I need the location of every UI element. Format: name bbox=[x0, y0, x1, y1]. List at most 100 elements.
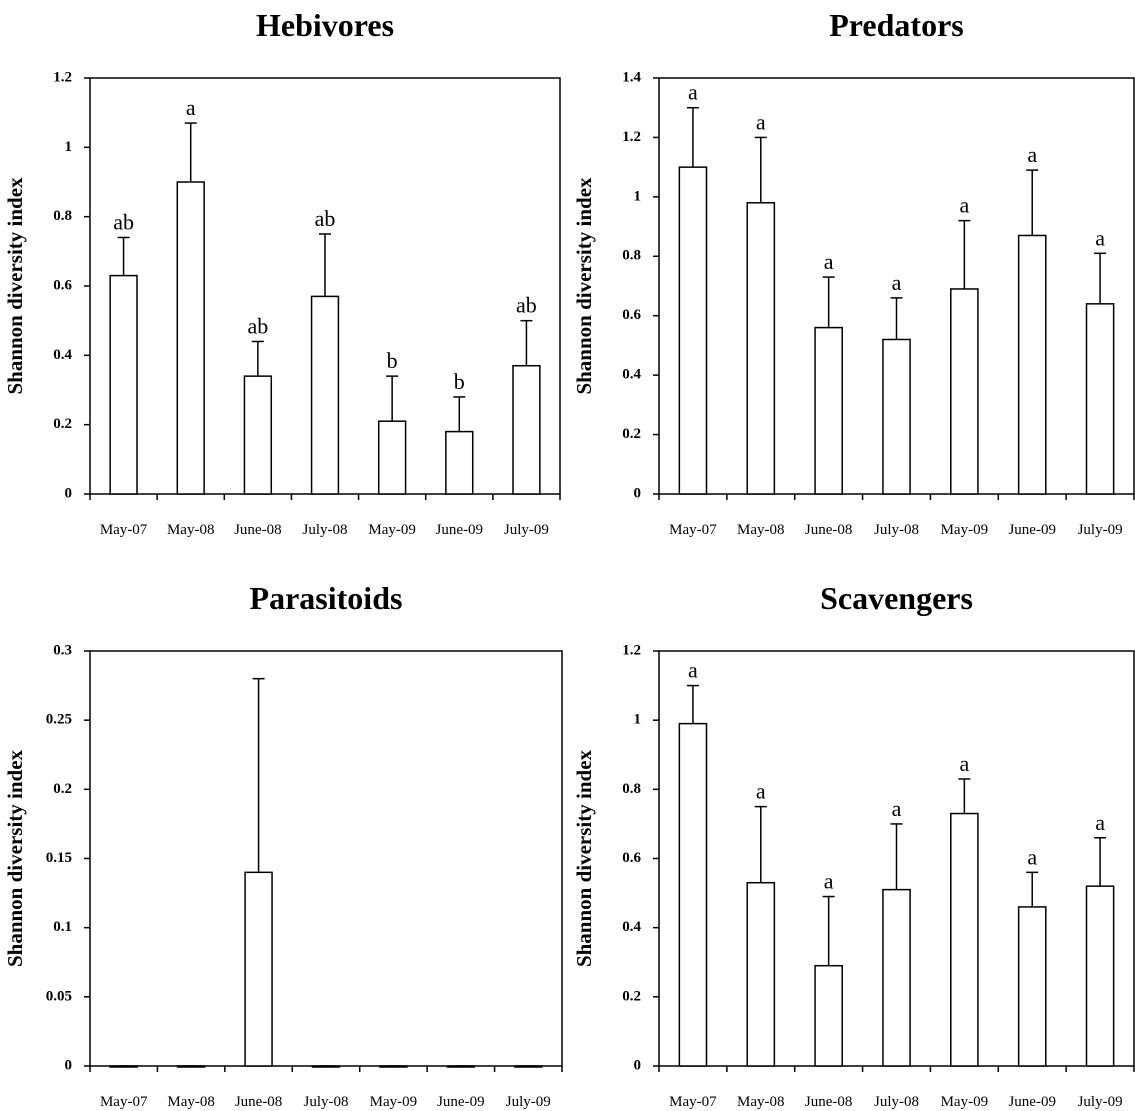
y-tick-label: 0.6 bbox=[53, 277, 72, 293]
error-bar bbox=[252, 677, 265, 873]
bar bbox=[882, 338, 911, 495]
error-bar bbox=[822, 895, 835, 966]
error-bar bbox=[184, 122, 197, 182]
significance-letter: a bbox=[1095, 225, 1105, 250]
chart-title: Scavengers bbox=[820, 580, 973, 616]
y-tick-label: 0 bbox=[65, 485, 73, 501]
x-tick-label: July-08 bbox=[303, 522, 348, 538]
significance-letter: a bbox=[1095, 810, 1105, 835]
significance-letter: a bbox=[959, 751, 969, 776]
y-tick-label: 0.6 bbox=[622, 850, 641, 866]
error-bar bbox=[686, 684, 699, 724]
y-tick-label: 1 bbox=[634, 188, 642, 204]
y-tick-label: 1.2 bbox=[622, 129, 641, 145]
x-tick-label: July-09 bbox=[504, 522, 549, 538]
x-tick-label: May-08 bbox=[167, 1094, 215, 1110]
x-tick-label: July-09 bbox=[1078, 1094, 1123, 1110]
y-tick-label: 0.4 bbox=[622, 367, 641, 383]
error-bar bbox=[117, 236, 130, 276]
x-tick-label: May-09 bbox=[370, 1094, 418, 1110]
error-bar bbox=[754, 136, 767, 203]
significance-letter: ab bbox=[315, 206, 336, 231]
y-tick-label: 1 bbox=[634, 712, 642, 728]
y-axis-label: Shannon diversity index bbox=[572, 749, 596, 967]
bar bbox=[512, 364, 541, 495]
bar bbox=[1017, 906, 1047, 1067]
bar bbox=[1085, 885, 1115, 1067]
significance-letter: a bbox=[688, 658, 698, 683]
bar bbox=[678, 722, 708, 1067]
bar bbox=[814, 326, 843, 495]
x-tick-label: May-07 bbox=[669, 1094, 717, 1110]
y-tick-label: 1 bbox=[65, 139, 73, 155]
bar bbox=[678, 166, 708, 495]
significance-letter: ab bbox=[516, 293, 537, 318]
bar bbox=[814, 964, 843, 1067]
y-tick-label: 1.4 bbox=[622, 69, 641, 85]
significance-letter: b bbox=[387, 348, 398, 373]
y-tick-label: 0 bbox=[634, 485, 642, 501]
error-bar bbox=[520, 319, 533, 366]
x-tick-label: May-09 bbox=[941, 1094, 989, 1110]
x-tick-label: June-08 bbox=[805, 522, 853, 538]
error-bar bbox=[251, 340, 264, 377]
y-axis-label: Shannon diversity index bbox=[3, 177, 27, 395]
significance-letter: a bbox=[824, 249, 834, 274]
y-tick-label: 1.2 bbox=[53, 69, 72, 85]
bar bbox=[109, 274, 138, 495]
y-tick-label: 0.3 bbox=[53, 642, 72, 658]
bar bbox=[1085, 303, 1115, 495]
error-bar bbox=[890, 297, 903, 340]
y-axis-label: Shannon diversity index bbox=[572, 177, 596, 395]
error-bar bbox=[1026, 169, 1039, 236]
y-tick-label: 0.6 bbox=[622, 307, 641, 323]
x-tick-label: May-08 bbox=[737, 1094, 785, 1110]
y-tick-label: 0.8 bbox=[53, 208, 72, 224]
x-tick-label: July-09 bbox=[506, 1094, 551, 1110]
bar bbox=[243, 375, 273, 495]
bar bbox=[746, 881, 776, 1067]
x-tick-label: May-09 bbox=[941, 522, 989, 538]
y-tick-label: 0.2 bbox=[53, 781, 72, 797]
y-tick-label: 0.4 bbox=[53, 347, 72, 363]
bar bbox=[310, 295, 340, 495]
x-tick-label: May-09 bbox=[368, 522, 416, 538]
x-tick-label: May-07 bbox=[100, 522, 148, 538]
x-tick-label: June-09 bbox=[437, 1094, 485, 1110]
y-tick-label: 0.2 bbox=[622, 988, 641, 1004]
x-tick-label: May-08 bbox=[737, 522, 785, 538]
bar bbox=[176, 181, 205, 495]
significance-letter: b bbox=[454, 369, 465, 394]
error-bar bbox=[686, 106, 699, 168]
significance-letter: a bbox=[1027, 844, 1037, 869]
significance-letter: ab bbox=[113, 209, 134, 234]
bar bbox=[1017, 234, 1047, 495]
error-bar bbox=[822, 276, 835, 328]
bar bbox=[746, 202, 776, 495]
x-tick-label: May-07 bbox=[669, 522, 717, 538]
plot-frame bbox=[89, 650, 563, 1067]
y-tick-label: 0.8 bbox=[622, 781, 641, 797]
y-tick-label: 0 bbox=[65, 1057, 73, 1073]
chart-title: Hebivores bbox=[256, 7, 394, 43]
x-tick-label: June-09 bbox=[1008, 522, 1056, 538]
x-tick-label: June-08 bbox=[234, 522, 282, 538]
y-tick-label: 0.4 bbox=[622, 919, 641, 935]
bar bbox=[950, 812, 979, 1067]
significance-letter: a bbox=[824, 869, 834, 894]
error-bar bbox=[1094, 252, 1107, 304]
x-tick-label: July-09 bbox=[1078, 522, 1123, 538]
bar bbox=[445, 430, 474, 495]
significance-letter: ab bbox=[247, 313, 268, 338]
y-tick-label: 0.8 bbox=[622, 248, 641, 264]
error-bar bbox=[958, 778, 971, 814]
significance-letter: a bbox=[959, 193, 969, 218]
significance-letter: a bbox=[688, 80, 698, 105]
error-bar bbox=[386, 375, 399, 422]
significance-letter: a bbox=[756, 109, 766, 134]
chart-title: Predators bbox=[829, 7, 963, 43]
error-bar bbox=[890, 823, 903, 890]
y-tick-label: 0.25 bbox=[46, 712, 72, 728]
x-tick-label: July-08 bbox=[874, 522, 919, 538]
